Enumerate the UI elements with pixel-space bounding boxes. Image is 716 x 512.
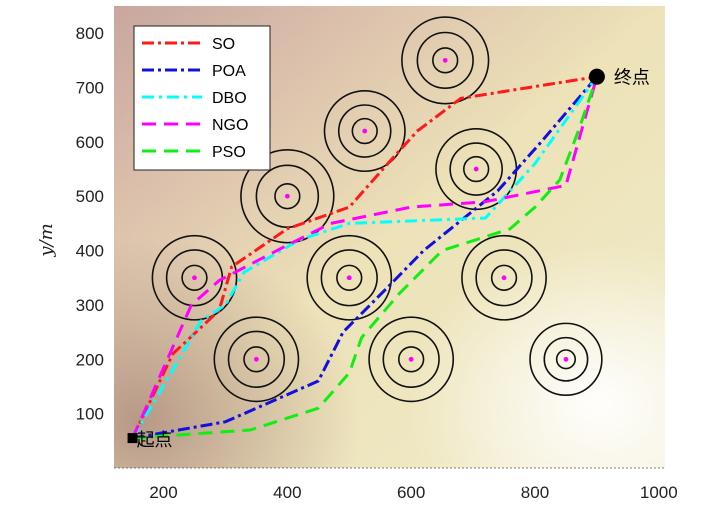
end-marker [588, 68, 605, 85]
obstacle-7 [461, 234, 547, 321]
paths-layer [131, 75, 599, 440]
obstacle-ring [543, 336, 589, 382]
x-tick-label: 400 [273, 483, 301, 502]
obstacle-ring [368, 316, 455, 403]
obstacle-3 [240, 149, 335, 244]
y-tick-label: 200 [76, 350, 104, 369]
obstacle-ring [323, 89, 406, 173]
obstacle-ring [397, 346, 425, 373]
legend-item-so: SO [142, 36, 235, 53]
obstacle-center [253, 356, 259, 362]
obstacle-6 [306, 234, 393, 321]
obstacle-ring [306, 234, 393, 321]
y-axis-title: y/m [36, 223, 57, 257]
obstacle-center [284, 193, 290, 199]
y-tick-label: 800 [76, 24, 104, 43]
y-tick-label: 600 [76, 133, 104, 152]
legend-label: SO [212, 36, 235, 53]
start-point: 起点 [127, 430, 173, 451]
obstacle-1 [401, 16, 490, 105]
end-label: 终点 [614, 68, 650, 89]
obstacle-center [442, 57, 448, 63]
obstacle-center [346, 275, 352, 281]
obstacle-ring [432, 47, 459, 74]
start-label: 起点 [137, 430, 173, 451]
obstacle-ring [337, 104, 392, 158]
obstacle-center [192, 275, 197, 281]
obstacle-ring [449, 142, 503, 196]
legend-item-dbo: DBO [142, 90, 247, 107]
obstacle-ring [462, 155, 490, 183]
x-tick-label: 200 [149, 483, 177, 502]
obstacle-ring [240, 149, 335, 244]
obstacle-center [408, 356, 414, 362]
y-tick-label: 300 [76, 296, 104, 315]
x-axis-ticks: 200 400 600 800 1000 [149, 483, 677, 502]
obstacle-ring [213, 316, 300, 403]
obstacle-ring [151, 234, 238, 321]
x-tick-label: 1000 [640, 483, 678, 502]
y-tick-label: 500 [76, 187, 104, 206]
legend-label: NGO [212, 117, 248, 134]
series-so-line [131, 75, 598, 439]
obstacle-9 [368, 316, 455, 403]
obstacle-ring [490, 264, 518, 291]
y-tick-label: 400 [76, 242, 104, 261]
obstacle-2 [323, 89, 406, 173]
y-axis-ticks: 100 200 300 400 500 600 700 800 [76, 24, 104, 423]
obstacle-center [473, 166, 479, 172]
obstacles-layer [151, 16, 603, 403]
obstacle-ring [243, 346, 270, 373]
x-tick-label: 600 [397, 483, 425, 502]
legend-item-poa: POA [142, 63, 246, 80]
obstacle-ring [475, 249, 533, 307]
series-pso-line [132, 76, 599, 440]
obstacle-8 [213, 316, 300, 403]
obstacle-center [563, 356, 569, 362]
watermark-text: 公众号 · 天天Matlab [503, 476, 634, 492]
legend-item-ngo: NGO [142, 117, 248, 134]
obstacle-ring [461, 234, 547, 321]
obstacle-ring [181, 264, 208, 291]
obstacle-ring [255, 164, 320, 228]
legend-label: PSO [212, 144, 246, 161]
obstacle-ring [351, 117, 378, 145]
obstacle-ring [555, 349, 577, 370]
obstacle-ring [401, 16, 490, 105]
obstacle-ring [529, 322, 603, 397]
obstacle-ring [382, 330, 440, 388]
obstacle-ring [336, 264, 363, 291]
legend-label: POA [212, 63, 246, 80]
x-tick-label: 800 [521, 483, 549, 502]
y-tick-label: 700 [76, 79, 104, 98]
obstacle-ring [274, 183, 301, 210]
series-ngo-line [131, 76, 599, 439]
obstacle-center [362, 128, 368, 134]
legend: SO POA DBO NGO PSO [133, 25, 271, 171]
legend-label: DBO [212, 90, 247, 107]
legend-item-pso: PSO [142, 144, 246, 161]
obstacle-10 [529, 322, 603, 397]
obstacle-ring [227, 330, 286, 388]
end-point: 终点 [588, 68, 650, 89]
obstacle-ring [320, 249, 378, 307]
obstacle-center [501, 275, 507, 281]
start-marker [127, 433, 138, 444]
series-dbo-line [131, 75, 599, 439]
y-tick-label: 100 [76, 405, 104, 424]
legend-items: SO POA DBO NGO PSO [142, 36, 248, 161]
obstacle-ring [416, 31, 474, 90]
